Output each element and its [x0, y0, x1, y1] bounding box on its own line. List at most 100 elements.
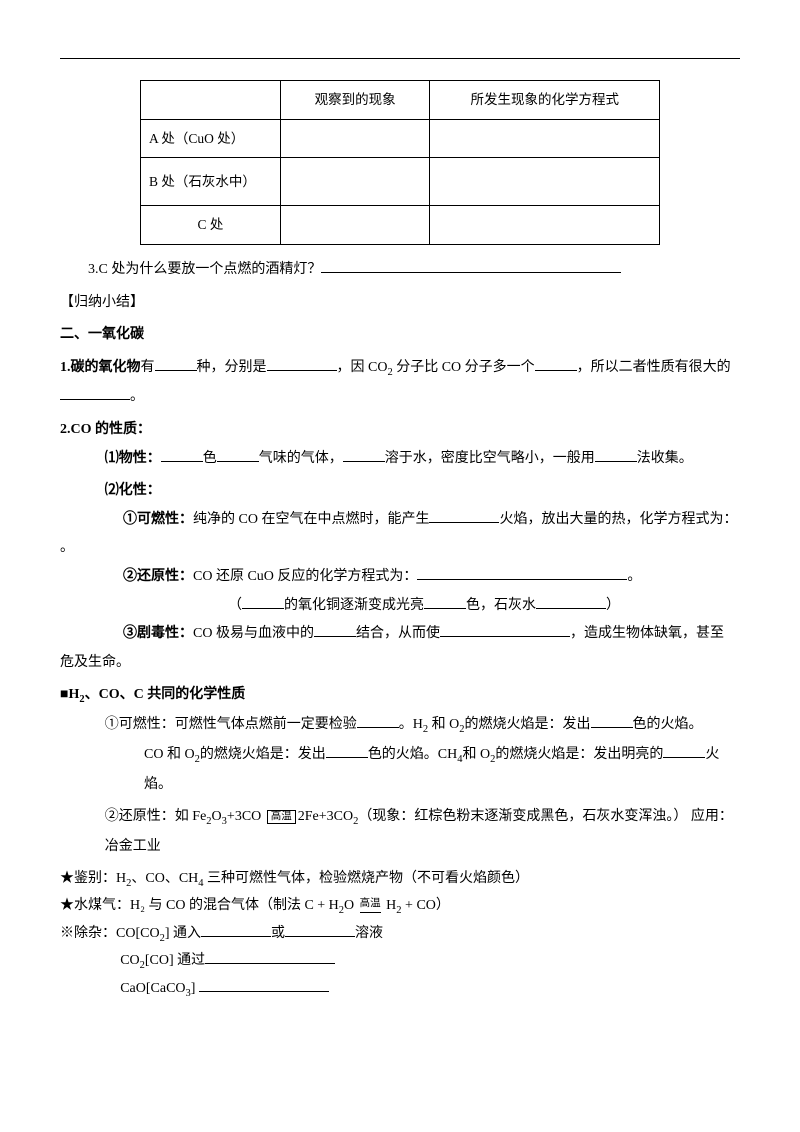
- blank: [155, 357, 197, 371]
- blank: [591, 714, 633, 728]
- p1-tail: 。: [60, 384, 740, 411]
- q3-text: 3.C 处为什么要放一个点燃的酒精灯？: [88, 262, 321, 277]
- star-identify: ★鉴别：H2、CO、CH4 三种可燃性气体，检验燃烧产物（不可看火焰颜色）: [60, 867, 740, 893]
- top-rule: [60, 58, 740, 59]
- p1-b: 有: [141, 360, 155, 375]
- blank: [595, 448, 637, 462]
- p2-2-3d: ，造成生物体缺氧，甚至: [570, 626, 724, 641]
- x1a: ※除杂：CO[CO: [60, 926, 160, 941]
- observation-table: 观察到的现象 所发生现象的化学方程式 A 处（CuO 处） B 处（石灰水中） …: [140, 80, 660, 245]
- c1b: 。H: [399, 717, 423, 732]
- p1-e: 分子比 CO 分子多一个: [393, 360, 535, 375]
- section-co-heading: 二、一氧化碳: [60, 322, 740, 349]
- blank: [326, 744, 368, 758]
- p2-title-text: 2.CO 的性质：: [60, 422, 151, 437]
- table-row: C 处: [141, 206, 660, 245]
- section-co-text: 二、一氧化碳: [60, 327, 144, 342]
- p2-1d: 溶于水，密度比空气略小，一般用: [385, 451, 595, 466]
- blank: [663, 744, 705, 758]
- p2-2-1b: 纯净的 CO 在空气在中点燃时，能产生: [193, 512, 429, 527]
- p1: 1.碳的氧化物有种，分别是，因 CO2 分子比 CO 分子多一个，所以二者性质有…: [60, 355, 740, 383]
- c3-tail: 冶金工业: [60, 834, 740, 861]
- condition-high-temp: 高温: [267, 810, 296, 824]
- c1e: 色的火焰。: [633, 717, 703, 732]
- q3-line: 3.C 处为什么要放一个点燃的酒精灯？: [60, 257, 740, 284]
- blank: [201, 923, 271, 937]
- p2-2-3e: 危及生命。: [60, 655, 130, 670]
- summary-heading-text: 【归纳小结】: [60, 295, 144, 310]
- blank: [205, 950, 335, 964]
- remove-impurity-2: CO2[CO] 通过: [60, 949, 740, 975]
- c2c: 色的火焰。CH: [368, 747, 457, 762]
- p2-2-1-tail: 。: [60, 535, 740, 562]
- p2-1e: 法收集。: [637, 451, 693, 466]
- c2f: 火: [705, 747, 719, 762]
- blank: [343, 448, 385, 462]
- blank: [321, 259, 621, 273]
- row-a-eq: [430, 119, 660, 158]
- x2a: CO: [120, 953, 139, 968]
- p2-1b: 色: [203, 451, 217, 466]
- s2d: + CO）: [402, 898, 450, 913]
- blank: [429, 509, 499, 523]
- row-c-label: C 处: [141, 206, 281, 245]
- s2a: ★水煤气：H₂ 与 CO 的混合气体（制法 C + H: [60, 898, 339, 913]
- row-b-eq: [430, 158, 660, 206]
- th-observed: 观察到的现象: [280, 81, 430, 120]
- s2b: O: [344, 898, 354, 913]
- blank: [417, 566, 627, 580]
- blank: [314, 623, 356, 637]
- p2-2: ⑵化性：: [60, 478, 740, 505]
- x1b: ] 通入: [165, 926, 201, 941]
- c2-tail: 焰。: [60, 772, 740, 799]
- p1-g: 。: [130, 389, 144, 404]
- p2-2-3: ③剧毒性：CO 极易与血液中的结合，从而使，造成生物体缺氧，甚至: [60, 621, 740, 648]
- blank: [242, 595, 284, 609]
- c3b: O: [212, 809, 222, 824]
- blank: [535, 357, 577, 371]
- p2-2-1d: 。: [60, 540, 74, 555]
- c3e: （现象：红棕色粉末逐渐变成黑色，石灰水变浑浊。） 应用：: [358, 809, 733, 824]
- summary-heading: 【归纳小结】: [60, 290, 740, 317]
- table-header-row: 观察到的现象 所发生现象的化学方程式: [141, 81, 660, 120]
- p2-2-3-tail: 危及生命。: [60, 650, 740, 677]
- p2-2-lead: ⑵化性：: [105, 483, 161, 498]
- p1-c: 种，分别是: [197, 360, 267, 375]
- common-heading: ■H2、CO、C 共同的化学性质: [60, 682, 740, 710]
- p2-2-2-lead: ②还原性：: [123, 569, 193, 584]
- th-equation: 所发生现象的化学方程式: [430, 81, 660, 120]
- c2: CO 和 O2的燃烧火焰是：发出色的火焰。CH4和 O2的燃烧火焰是：发出明亮的…: [60, 742, 740, 770]
- p2-title: 2.CO 的性质：: [60, 417, 740, 444]
- blank: [217, 448, 259, 462]
- c3f: 冶金工业: [105, 839, 161, 854]
- c1d: 的燃烧火焰是：发出: [465, 717, 591, 732]
- c3d: 2Fe+3CO: [298, 809, 353, 824]
- p2-2-2c: 。: [627, 569, 641, 584]
- blank: [199, 978, 329, 992]
- remove-impurity-3: CaO[CaCO3]: [60, 977, 740, 1003]
- x3b: ]: [191, 981, 196, 996]
- star-watergas: ★水煤气：H₂ 与 CO 的混合气体（制法 C + H2O 高温 H2 + CO…: [60, 894, 740, 920]
- table-row: B 处（石灰水中）: [141, 158, 660, 206]
- p2-1: ⑴物性：色气味的气体，溶于水，密度比空气略小，一般用法收集。: [60, 446, 740, 473]
- s2c: H: [383, 898, 397, 913]
- c2g: 焰。: [144, 777, 172, 792]
- open-paren: （: [228, 598, 242, 613]
- blank: [60, 386, 130, 400]
- p2-2-1: ①可燃性：纯净的 CO 在空气在中点燃时，能产生火焰，放出大量的热，化学方程式为…: [60, 507, 740, 534]
- x3a: CaO[CaCO: [120, 981, 185, 996]
- blank: [161, 448, 203, 462]
- x1c: 或: [271, 926, 285, 941]
- c1c: 和 O: [428, 717, 459, 732]
- p2-2-2-paren: （的氧化铜逐渐变成光亮色，石灰水）: [60, 593, 740, 620]
- c2a: CO 和 O: [144, 747, 195, 762]
- p2-1c: 气味的气体，: [259, 451, 343, 466]
- c2e: 的燃烧火焰是：发出明亮的: [495, 747, 663, 762]
- c3: ②还原性：如 Fe2O3+3CO 高温2Fe+3CO2（现象：红棕色粉末逐渐变成…: [60, 804, 740, 832]
- row-b-label: B 处（石灰水中）: [141, 158, 281, 206]
- row-c-obs: [280, 206, 430, 245]
- p2-2-2b: CO 还原 CuO 反应的化学方程式为：: [193, 569, 417, 584]
- c3c: +3CO: [227, 809, 261, 824]
- c1a: ①可燃性：可燃性气体点燃前一定要检验: [105, 717, 357, 732]
- p2-2-3c: 结合，从而使: [356, 626, 440, 641]
